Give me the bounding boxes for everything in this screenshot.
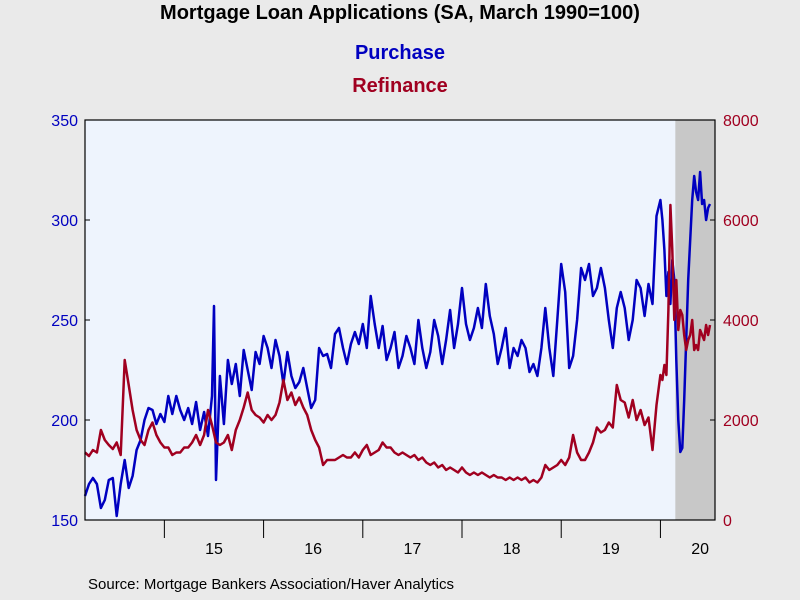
x-axis-tick-label: 18 [503,541,521,558]
left-axis-tick-label: 150 [51,513,78,530]
left-axis-tick-label: 250 [51,313,78,330]
x-axis-tick-label: 16 [304,541,322,558]
x-axis-tick-label: 17 [404,541,422,558]
x-axis-tick-label: 19 [602,541,620,558]
right-axis-tick-label: 6000 [723,213,759,230]
right-axis-tick-label: 2000 [723,413,759,430]
right-axis-tick-label: 4000 [723,313,759,330]
right-axis-tick-label: 0 [723,513,732,530]
chart-title: Mortgage Loan Applications (SA, March 19… [160,2,640,24]
legend-purchase: Purchase [354,42,446,64]
series-line-refinance [84,203,712,484]
x-axis-tick-label: 20 [691,541,709,558]
series-line-purchase [83,170,712,518]
right-axis-tick-label: 8000 [723,113,759,130]
left-axis-tick-label: 200 [51,413,78,430]
x-axis-tick-label: 15 [205,541,223,558]
plot-area [85,120,715,520]
source-note: Source: Mortgage Bankers Association/Hav… [88,576,455,593]
left-axis-tick-label: 300 [51,213,78,230]
legend-refinance: Refinance [352,75,448,97]
left-axis-tick-label: 350 [51,113,78,130]
